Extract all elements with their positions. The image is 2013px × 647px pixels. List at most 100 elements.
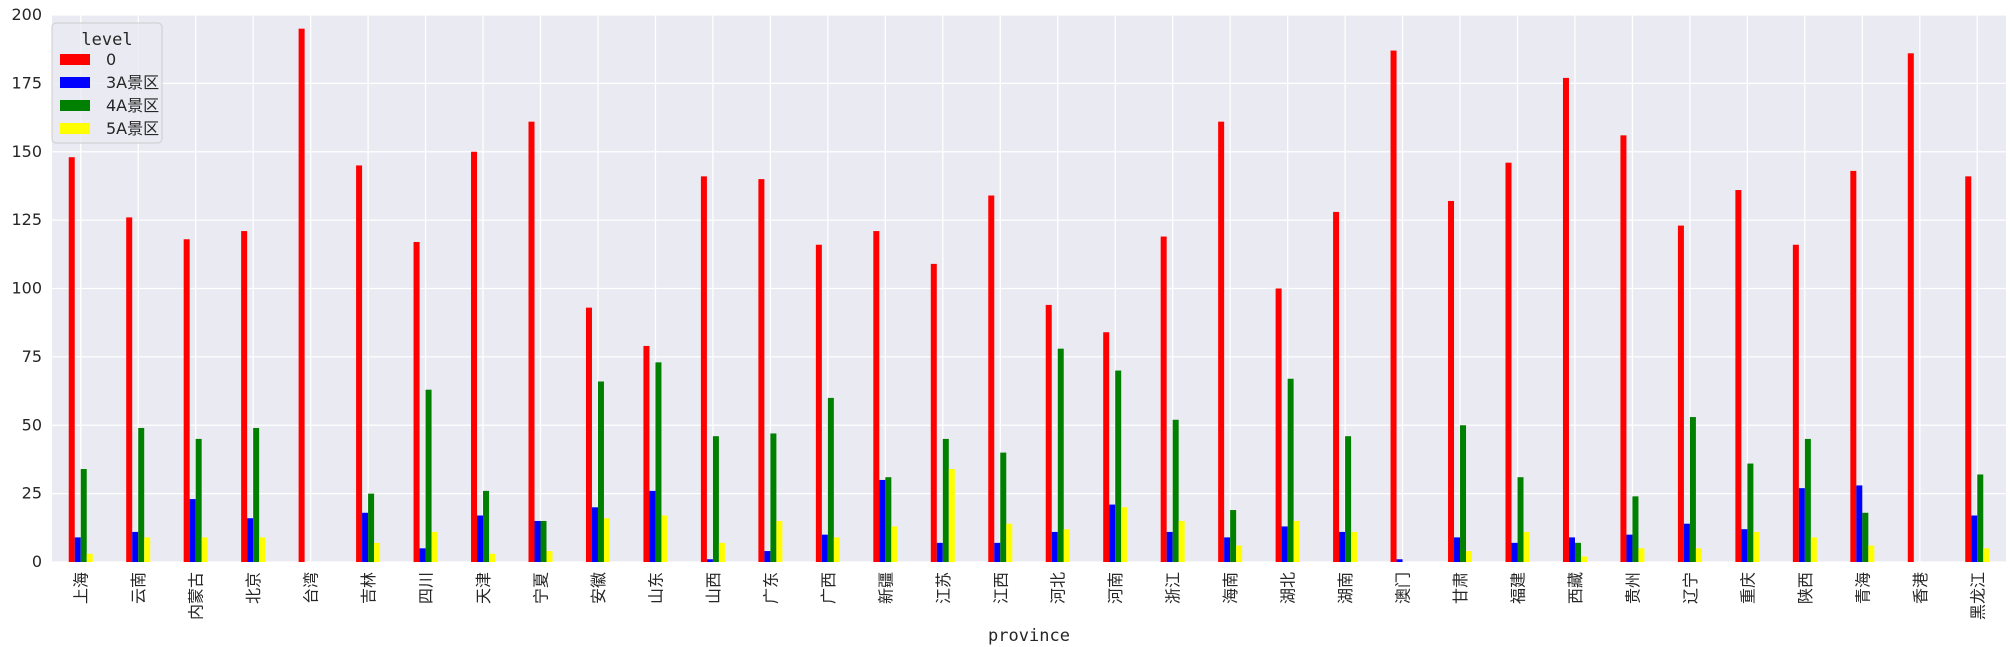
bar: [597, 381, 604, 562]
x-tick-label: 青海: [1853, 572, 1872, 604]
y-tick-label: 125: [11, 210, 42, 229]
x-tick-label: 山东: [646, 572, 665, 604]
bar: [603, 518, 610, 562]
bar: [1115, 370, 1122, 562]
legend-swatch: [60, 77, 90, 88]
bar: [1466, 551, 1473, 562]
legend-label: 5A景区: [106, 119, 159, 138]
y-tick-label: 50: [22, 415, 42, 434]
bar: [661, 515, 668, 562]
bar: [356, 165, 363, 563]
bar: [1562, 77, 1569, 562]
bar: [1792, 244, 1799, 563]
bar: [471, 151, 478, 562]
bar: [540, 520, 547, 562]
y-axis-ticks: 0 25 50 75 100 125 150 175 200: [11, 5, 42, 571]
bar: [1977, 474, 1984, 562]
bar: [1293, 520, 1300, 562]
bar: [86, 553, 93, 562]
bar: [994, 542, 1001, 562]
bar: [758, 179, 765, 562]
bar: [643, 345, 650, 562]
x-tick-label: 江西: [991, 572, 1010, 604]
bar: [1620, 135, 1627, 562]
legend-box: [51, 22, 163, 144]
bar: [1798, 488, 1805, 562]
bar: [1850, 170, 1857, 562]
bar: [585, 307, 592, 562]
bar: [1339, 531, 1346, 562]
y-tick-label: 75: [22, 347, 42, 366]
bar: [1638, 548, 1645, 562]
bar: [1160, 236, 1167, 562]
bar: [718, 542, 725, 562]
bar: [1287, 378, 1294, 562]
x-tick-label: 江苏: [934, 572, 953, 604]
bar: [126, 217, 133, 562]
bar: [1810, 537, 1817, 562]
bar: [1281, 526, 1288, 562]
legend-swatch: [60, 54, 90, 65]
bar: [247, 518, 254, 562]
bar: [1862, 512, 1869, 562]
x-tick-label: 上海: [72, 572, 91, 604]
bar: [368, 493, 375, 562]
bars: [68, 28, 1990, 563]
bar: [1224, 537, 1231, 562]
bar: [879, 479, 886, 562]
x-tick-label: 湖南: [1336, 572, 1355, 604]
bar: [1735, 190, 1742, 563]
bar: [655, 362, 662, 562]
x-tick-label: 西藏: [1566, 572, 1585, 604]
bar: [413, 242, 420, 562]
x-tick-label: 辽宁: [1681, 572, 1700, 604]
bar: [1983, 548, 1990, 562]
bar: [1574, 542, 1581, 562]
x-tick-label: 海南: [1221, 572, 1240, 604]
bar: [1753, 531, 1760, 562]
bar: [1230, 510, 1237, 562]
bar: [1568, 537, 1575, 562]
x-tick-label: 宁夏: [532, 572, 551, 604]
bar: [764, 551, 771, 562]
x-axis-ticks: 上海 云南 内蒙古 北京 台湾 吉林 四川 天津 宁夏 安徽 山东 山西 广东 广西 新疆 江苏 江西 河北 河南 浙…: [72, 572, 1988, 620]
bar: [1965, 176, 1972, 563]
bar: [1057, 348, 1064, 562]
y-tick-label: 0: [32, 552, 42, 571]
bar: [1063, 529, 1070, 562]
bar: [534, 520, 541, 562]
bar: [770, 433, 777, 562]
x-tick-label: 云南: [129, 572, 148, 604]
bar: [80, 469, 87, 562]
bar: [1580, 556, 1587, 562]
x-tick-label: 广东: [761, 572, 780, 604]
bar: [183, 239, 190, 562]
x-tick-label: 天津: [474, 572, 493, 604]
x-tick-label: 四川: [417, 572, 436, 604]
bar: [1856, 485, 1863, 562]
bar: [833, 537, 840, 562]
bar: [1351, 531, 1358, 562]
bar: [362, 512, 369, 562]
bar: [298, 28, 305, 563]
y-tick-label: 150: [11, 142, 42, 161]
bar: [930, 263, 937, 562]
bar: [144, 537, 151, 562]
bar: [815, 244, 822, 563]
bar: [891, 526, 898, 562]
bar: [1460, 425, 1467, 562]
bar: [195, 438, 202, 562]
bar: [821, 534, 828, 562]
legend-swatch: [60, 100, 90, 111]
x-tick-label: 内蒙古: [187, 572, 206, 620]
bar: [241, 231, 248, 562]
y-tick-label: 100: [11, 279, 42, 298]
legend: level 0 3A景区 4A景区 5A景区: [51, 22, 163, 144]
x-axis-label: province: [988, 626, 1070, 646]
x-tick-label: 广西: [819, 572, 838, 604]
bar: [1747, 463, 1754, 562]
bar: [1505, 162, 1512, 562]
x-tick-label: 香港: [1911, 572, 1930, 604]
bar: [1166, 531, 1173, 562]
bar: [1218, 121, 1225, 562]
